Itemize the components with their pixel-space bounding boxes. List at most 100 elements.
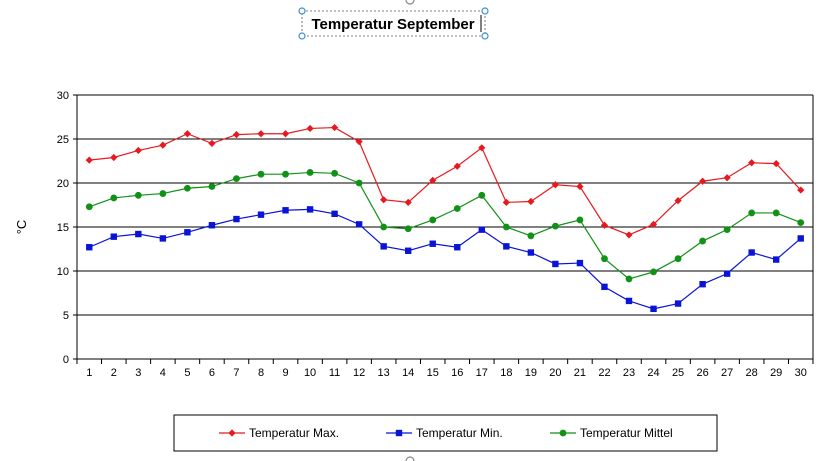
series-line <box>89 126 802 236</box>
chart-title-group[interactable]: Temperatur September <box>298 7 489 40</box>
data-point <box>281 130 290 138</box>
series-3 <box>85 169 805 283</box>
data-point <box>576 216 584 224</box>
x-tick-label: 26 <box>696 367 708 379</box>
data-point <box>650 305 657 313</box>
data-point <box>527 249 535 256</box>
data-point <box>503 243 510 250</box>
data-point <box>208 139 216 147</box>
x-tick-label: 30 <box>795 367 807 379</box>
selection-handle-icon[interactable] <box>481 7 489 15</box>
data-point <box>478 144 486 152</box>
data-point <box>380 243 387 250</box>
data-point <box>429 240 436 247</box>
data-point <box>699 237 706 245</box>
data-point <box>134 146 142 155</box>
x-tick-label: 27 <box>721 367 733 379</box>
data-point <box>110 233 117 240</box>
x-tick-label: 17 <box>476 367 488 379</box>
data-point <box>625 231 633 239</box>
legend-item: Temperatur Max. <box>219 426 339 440</box>
data-point <box>453 205 461 212</box>
data-point <box>674 255 682 263</box>
legend-item: Temperatur Min. <box>386 426 503 440</box>
data-point <box>527 197 535 206</box>
legend-label: Temperatur Max. <box>249 426 339 440</box>
data-point <box>625 275 633 283</box>
data-point <box>85 156 93 164</box>
legend-marker-icon <box>559 429 567 437</box>
series-line <box>89 171 801 280</box>
data-point <box>625 297 633 305</box>
legend-box <box>173 414 718 452</box>
x-tick-label: 6 <box>209 367 215 379</box>
data-point <box>723 174 731 182</box>
data-point <box>797 219 805 227</box>
data-point <box>453 162 461 170</box>
x-tick-label: 13 <box>378 367 390 379</box>
data-point <box>159 190 167 197</box>
data-point <box>478 191 486 199</box>
data-point <box>208 183 216 190</box>
data-point <box>552 222 559 230</box>
x-tick-label: 14 <box>402 367 414 379</box>
data-point <box>380 223 388 231</box>
y-tick-label: 10 <box>57 266 69 278</box>
data-point <box>773 256 780 263</box>
data-point <box>527 232 535 240</box>
data-point <box>135 230 142 238</box>
data-point <box>331 169 338 177</box>
x-tick-label: 1 <box>86 367 92 379</box>
data-point <box>184 229 191 236</box>
x-tick-label: 19 <box>525 367 537 379</box>
data-point <box>85 203 93 211</box>
legend-label: Temperatur Min. <box>416 426 503 440</box>
data-point <box>601 283 608 291</box>
x-tick-label: 15 <box>427 367 439 379</box>
selection-handle-icon[interactable] <box>481 32 489 40</box>
data-point <box>552 260 559 268</box>
x-tick-label: 2 <box>111 367 117 379</box>
data-point <box>674 300 682 307</box>
data-point <box>674 197 682 205</box>
selection-handle-icon[interactable] <box>298 7 306 15</box>
data-point <box>159 141 167 149</box>
data-point <box>282 207 289 214</box>
data-point <box>650 268 657 276</box>
selection-handle-icon[interactable] <box>298 32 306 40</box>
data-point <box>110 153 118 162</box>
data-point <box>257 130 265 138</box>
x-tick-label: 5 <box>184 367 190 379</box>
title-selection-box[interactable] <box>301 10 486 37</box>
data-point <box>723 226 731 234</box>
data-point <box>257 211 265 218</box>
legend-item: Temperatur Mittel <box>550 426 673 440</box>
data-point <box>429 176 437 184</box>
chart-legend: Temperatur Max. Temperatur Min. Temperatur… <box>173 414 718 452</box>
x-tick-label: 23 <box>623 367 635 379</box>
y-tick-label: 0 <box>63 354 69 366</box>
x-tick-label: 28 <box>746 367 758 379</box>
data-point <box>454 244 461 251</box>
chart-title[interactable]: Temperatur September <box>311 16 474 33</box>
data-point <box>600 221 609 229</box>
data-point <box>306 206 314 213</box>
chart-top-handle-icon[interactable] <box>405 0 415 5</box>
y-tick-label: 25 <box>57 134 69 146</box>
y-tick-label: 30 <box>57 90 69 102</box>
series-1 <box>85 123 805 239</box>
chart-bottom-handle-icon[interactable] <box>405 456 415 461</box>
data-point <box>331 123 339 132</box>
data-point <box>748 159 756 167</box>
x-tick-label: 4 <box>160 367 166 379</box>
data-point <box>306 124 314 133</box>
data-point <box>748 249 755 256</box>
x-tick-label: 7 <box>233 367 239 379</box>
data-point <box>551 181 559 189</box>
x-tick-label: 21 <box>574 367 586 379</box>
data-point <box>576 259 584 267</box>
data-point <box>748 209 756 217</box>
data-point <box>208 222 216 229</box>
data-point <box>110 194 118 202</box>
